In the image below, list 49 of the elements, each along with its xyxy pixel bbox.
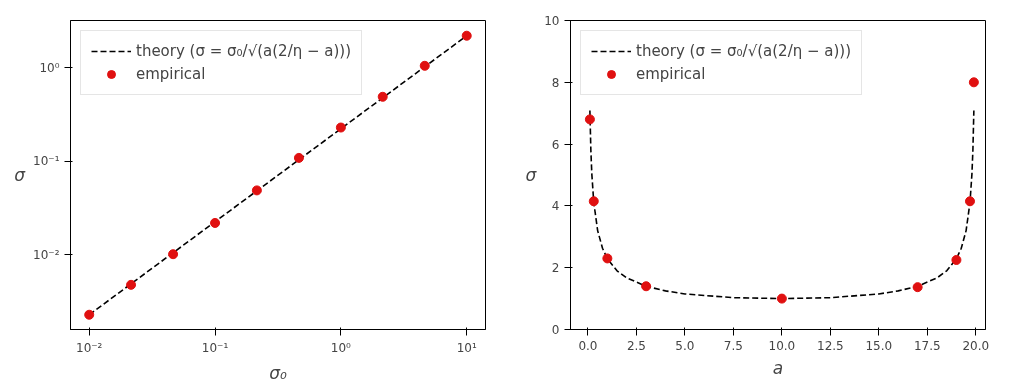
y-tick-label: 10⁻¹ [33,154,60,169]
y-tick-label: 10⁻² [33,248,60,262]
point [335,122,346,133]
point [84,309,95,320]
point [210,217,221,228]
point [964,196,975,207]
legend-label: empirical [636,65,706,83]
point [588,196,599,207]
y-axis-title: σ [14,165,27,185]
x-tick-label: 0.0 [578,338,598,353]
x-tick-label: 10⁻² [76,340,103,355]
point [251,185,262,196]
y-tick-label: 2 [551,261,560,276]
x-axis-title: σ₀ [269,362,287,383]
point [912,282,923,293]
x-tick-label: 5.0 [675,338,695,353]
point [419,60,430,71]
y-tick-label: 4 [551,199,560,214]
point [293,152,304,163]
legend-label: empirical [136,65,206,83]
point [168,249,179,260]
y-tick-label: 10⁰ [39,60,60,75]
point [968,77,979,88]
y-tick-label: 8 [551,75,560,90]
x-tick-label: 17.5 [913,338,941,353]
point [776,293,787,304]
x-tick-label: 20.0 [962,338,990,353]
x-tick-label: 7.5 [723,338,743,353]
x-tick-label: 10⁻¹ [201,340,229,355]
point [126,279,137,290]
x-tick-label: 15.0 [865,338,893,353]
legend-label: theory (σ = σ₀/√(a(2/η − a))) [136,42,352,60]
x-tick-label: 10.0 [768,338,796,353]
x-tick-label: 10⁰ [330,340,352,355]
y-axis-title: σ [525,165,538,185]
y-tick-label: 10 [544,14,560,28]
point [951,254,962,265]
point [377,91,388,102]
point [641,281,652,292]
point [584,114,595,125]
x-axis-title: a [772,357,784,378]
x-tick-label: 10¹ [456,340,477,355]
x-tick-label: 12.5 [817,338,844,353]
point [602,253,613,264]
x-tick-label: 2.5 [626,338,646,353]
y-tick-label: 6 [551,137,560,152]
point [461,30,472,41]
y-tick-label: 0 [551,323,560,337]
legend-label: theory (σ = σ₀/√(a(2/η − a))) [636,42,852,60]
